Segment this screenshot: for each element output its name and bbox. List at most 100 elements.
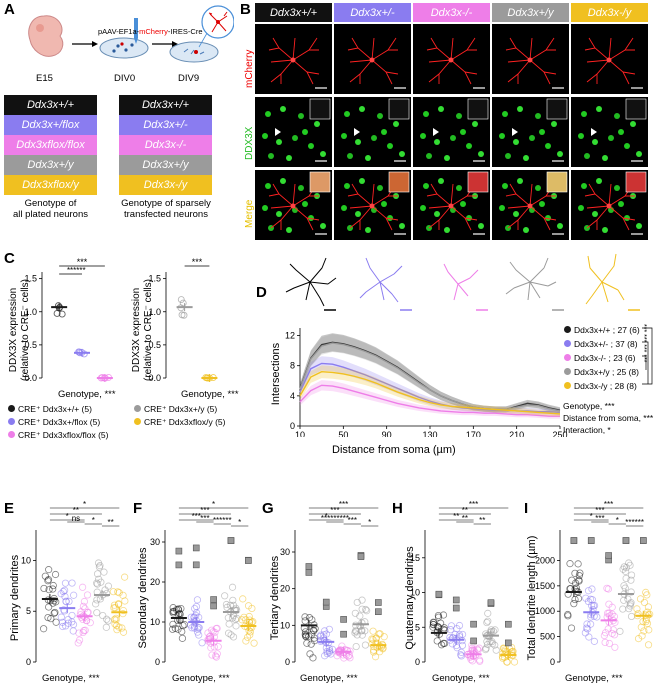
bottom-data-point bbox=[608, 603, 616, 611]
bottom-data-point bbox=[170, 607, 178, 616]
bottom-sig-label: * bbox=[616, 516, 619, 525]
c-y-tick-label: 1.0 bbox=[24, 307, 37, 317]
bottom-sig-label: ** bbox=[453, 512, 459, 521]
bottom-data-point bbox=[52, 618, 60, 626]
bottom-data-point bbox=[208, 651, 216, 659]
c-legend-item: CRE⁺ Ddx3xflox/y (5) bbox=[134, 417, 244, 428]
bottom-data-point bbox=[119, 606, 127, 615]
right-caption: Genotype of sparsely transfected neurons bbox=[121, 198, 211, 220]
bottom-sig-label: * bbox=[590, 512, 593, 521]
bottom-data-point bbox=[369, 627, 377, 635]
bottom-outlier-point bbox=[452, 596, 460, 604]
bottom-data-point bbox=[457, 648, 465, 656]
bottom-data-point bbox=[62, 598, 70, 606]
d-y-tick-label: 12 bbox=[285, 331, 295, 341]
c-y-tick-label: 0.0 bbox=[148, 373, 161, 383]
bottom-data-point bbox=[380, 633, 388, 641]
c-left-xcap: Genotype, *** bbox=[58, 389, 116, 400]
bottom-data-point bbox=[93, 580, 102, 588]
bottom-data-point bbox=[468, 657, 477, 665]
bottom-y-tick-label: 30 bbox=[150, 537, 160, 547]
bottom-data-point bbox=[192, 602, 201, 611]
c-data-point bbox=[178, 311, 186, 319]
bottom-data-point bbox=[434, 611, 442, 620]
bottom-sig-label: ** bbox=[462, 514, 468, 523]
bottom-data-point bbox=[566, 560, 574, 568]
bottom-data-point bbox=[309, 626, 317, 634]
bottom-y-tick-label: 0 bbox=[26, 657, 31, 667]
bottom-data-point bbox=[311, 625, 319, 633]
bottom-data-point bbox=[584, 587, 593, 595]
bottom-data-point bbox=[626, 600, 634, 608]
e15-label: E15 bbox=[36, 73, 53, 84]
bottom-data-point bbox=[99, 611, 107, 620]
bottom-data-point bbox=[204, 636, 212, 644]
bottom-data-point bbox=[492, 646, 500, 654]
c-y-tick-label: 1.0 bbox=[148, 307, 161, 317]
bottom-data-point bbox=[225, 629, 233, 637]
c-right-xcap: Genotype, *** bbox=[181, 389, 239, 400]
bottom-data-point bbox=[644, 641, 653, 649]
d-series-line bbox=[299, 371, 561, 415]
bottom-data-point bbox=[491, 641, 499, 649]
c-y-tick-label: 1.5 bbox=[24, 274, 37, 284]
bottom-data-point bbox=[51, 608, 59, 617]
bottom-data-point bbox=[436, 619, 445, 627]
b-header: Ddx3x+/- bbox=[334, 3, 411, 22]
bottom-outlier-point bbox=[452, 604, 460, 612]
bottom-data-point bbox=[209, 628, 217, 636]
bottom-data-point bbox=[103, 615, 111, 623]
c-legend-item: CRE⁺ Ddx3x+/y (5) bbox=[134, 404, 244, 415]
bottom-data-point bbox=[51, 570, 60, 579]
d-series-line bbox=[299, 384, 560, 417]
c-sig-label: *** bbox=[77, 258, 88, 267]
bottom-data-point bbox=[627, 576, 635, 584]
bottom-data-point bbox=[481, 646, 490, 654]
d-x-tick-label: 90 bbox=[382, 430, 392, 437]
bottom-data-point bbox=[353, 598, 361, 607]
d-sig-text: *** *** *** *** bbox=[640, 324, 647, 363]
left-genotype-box: Ddx3x+/y bbox=[4, 155, 97, 175]
bottom-data-point bbox=[321, 627, 329, 635]
bottom-data-point bbox=[233, 614, 241, 622]
d-xlabel: Distance from soma (µm) bbox=[332, 444, 456, 456]
d-legend-item: Ddx3x+/+ ; 27 (6) bbox=[564, 325, 640, 339]
bottom-data-point bbox=[352, 627, 360, 635]
bottom-data-point bbox=[619, 605, 627, 613]
bottom-outlier-point bbox=[435, 590, 443, 598]
bottom-data-point bbox=[508, 643, 516, 652]
bottom-data-point bbox=[645, 626, 653, 634]
bottom-data-point bbox=[483, 618, 491, 627]
bottom-y-tick-label: 5 bbox=[26, 606, 31, 616]
bottom-data-point bbox=[358, 605, 366, 613]
bottom-data-point bbox=[619, 565, 627, 573]
bottom-sig-label: ** bbox=[479, 516, 485, 525]
bottom-data-point bbox=[575, 577, 583, 585]
bottom-data-point bbox=[243, 633, 252, 641]
bottom-outlier-point bbox=[340, 616, 347, 623]
bottom-data-point bbox=[187, 613, 195, 621]
c-data-point bbox=[179, 299, 187, 307]
bottom-y-tick-label: 0 bbox=[155, 657, 160, 667]
bottom-sig-label: ns bbox=[72, 514, 80, 523]
b-header: Ddx3x-/y bbox=[571, 3, 648, 22]
bottom-data-point bbox=[609, 626, 617, 634]
bottom-sig-label: ****** bbox=[213, 516, 232, 525]
d-y-tick-label: 4 bbox=[290, 391, 295, 401]
c-sig-label: *** bbox=[192, 258, 203, 267]
bottom-data-point bbox=[214, 643, 222, 651]
bottom-y-tick-label: 20 bbox=[150, 577, 160, 587]
d-legend-item: Ddx3x-/- ; 23 (6) bbox=[564, 353, 640, 367]
bottom-data-point bbox=[570, 600, 578, 608]
bottom-data-point bbox=[69, 620, 78, 629]
bottom-data-point bbox=[571, 579, 580, 587]
bottom-sig-label: *** bbox=[595, 514, 604, 523]
bottom-outlier-point bbox=[192, 561, 200, 569]
bottom-data-point bbox=[484, 609, 492, 617]
left-genotype-box: Ddx3x+/+ bbox=[4, 95, 97, 115]
b-row-label-mcherry: mCherry bbox=[244, 49, 255, 88]
bottom-data-point bbox=[100, 568, 108, 576]
bottom-data-point bbox=[93, 609, 101, 617]
panel-label-f: F bbox=[133, 500, 143, 517]
bottom-data-point bbox=[191, 604, 199, 613]
